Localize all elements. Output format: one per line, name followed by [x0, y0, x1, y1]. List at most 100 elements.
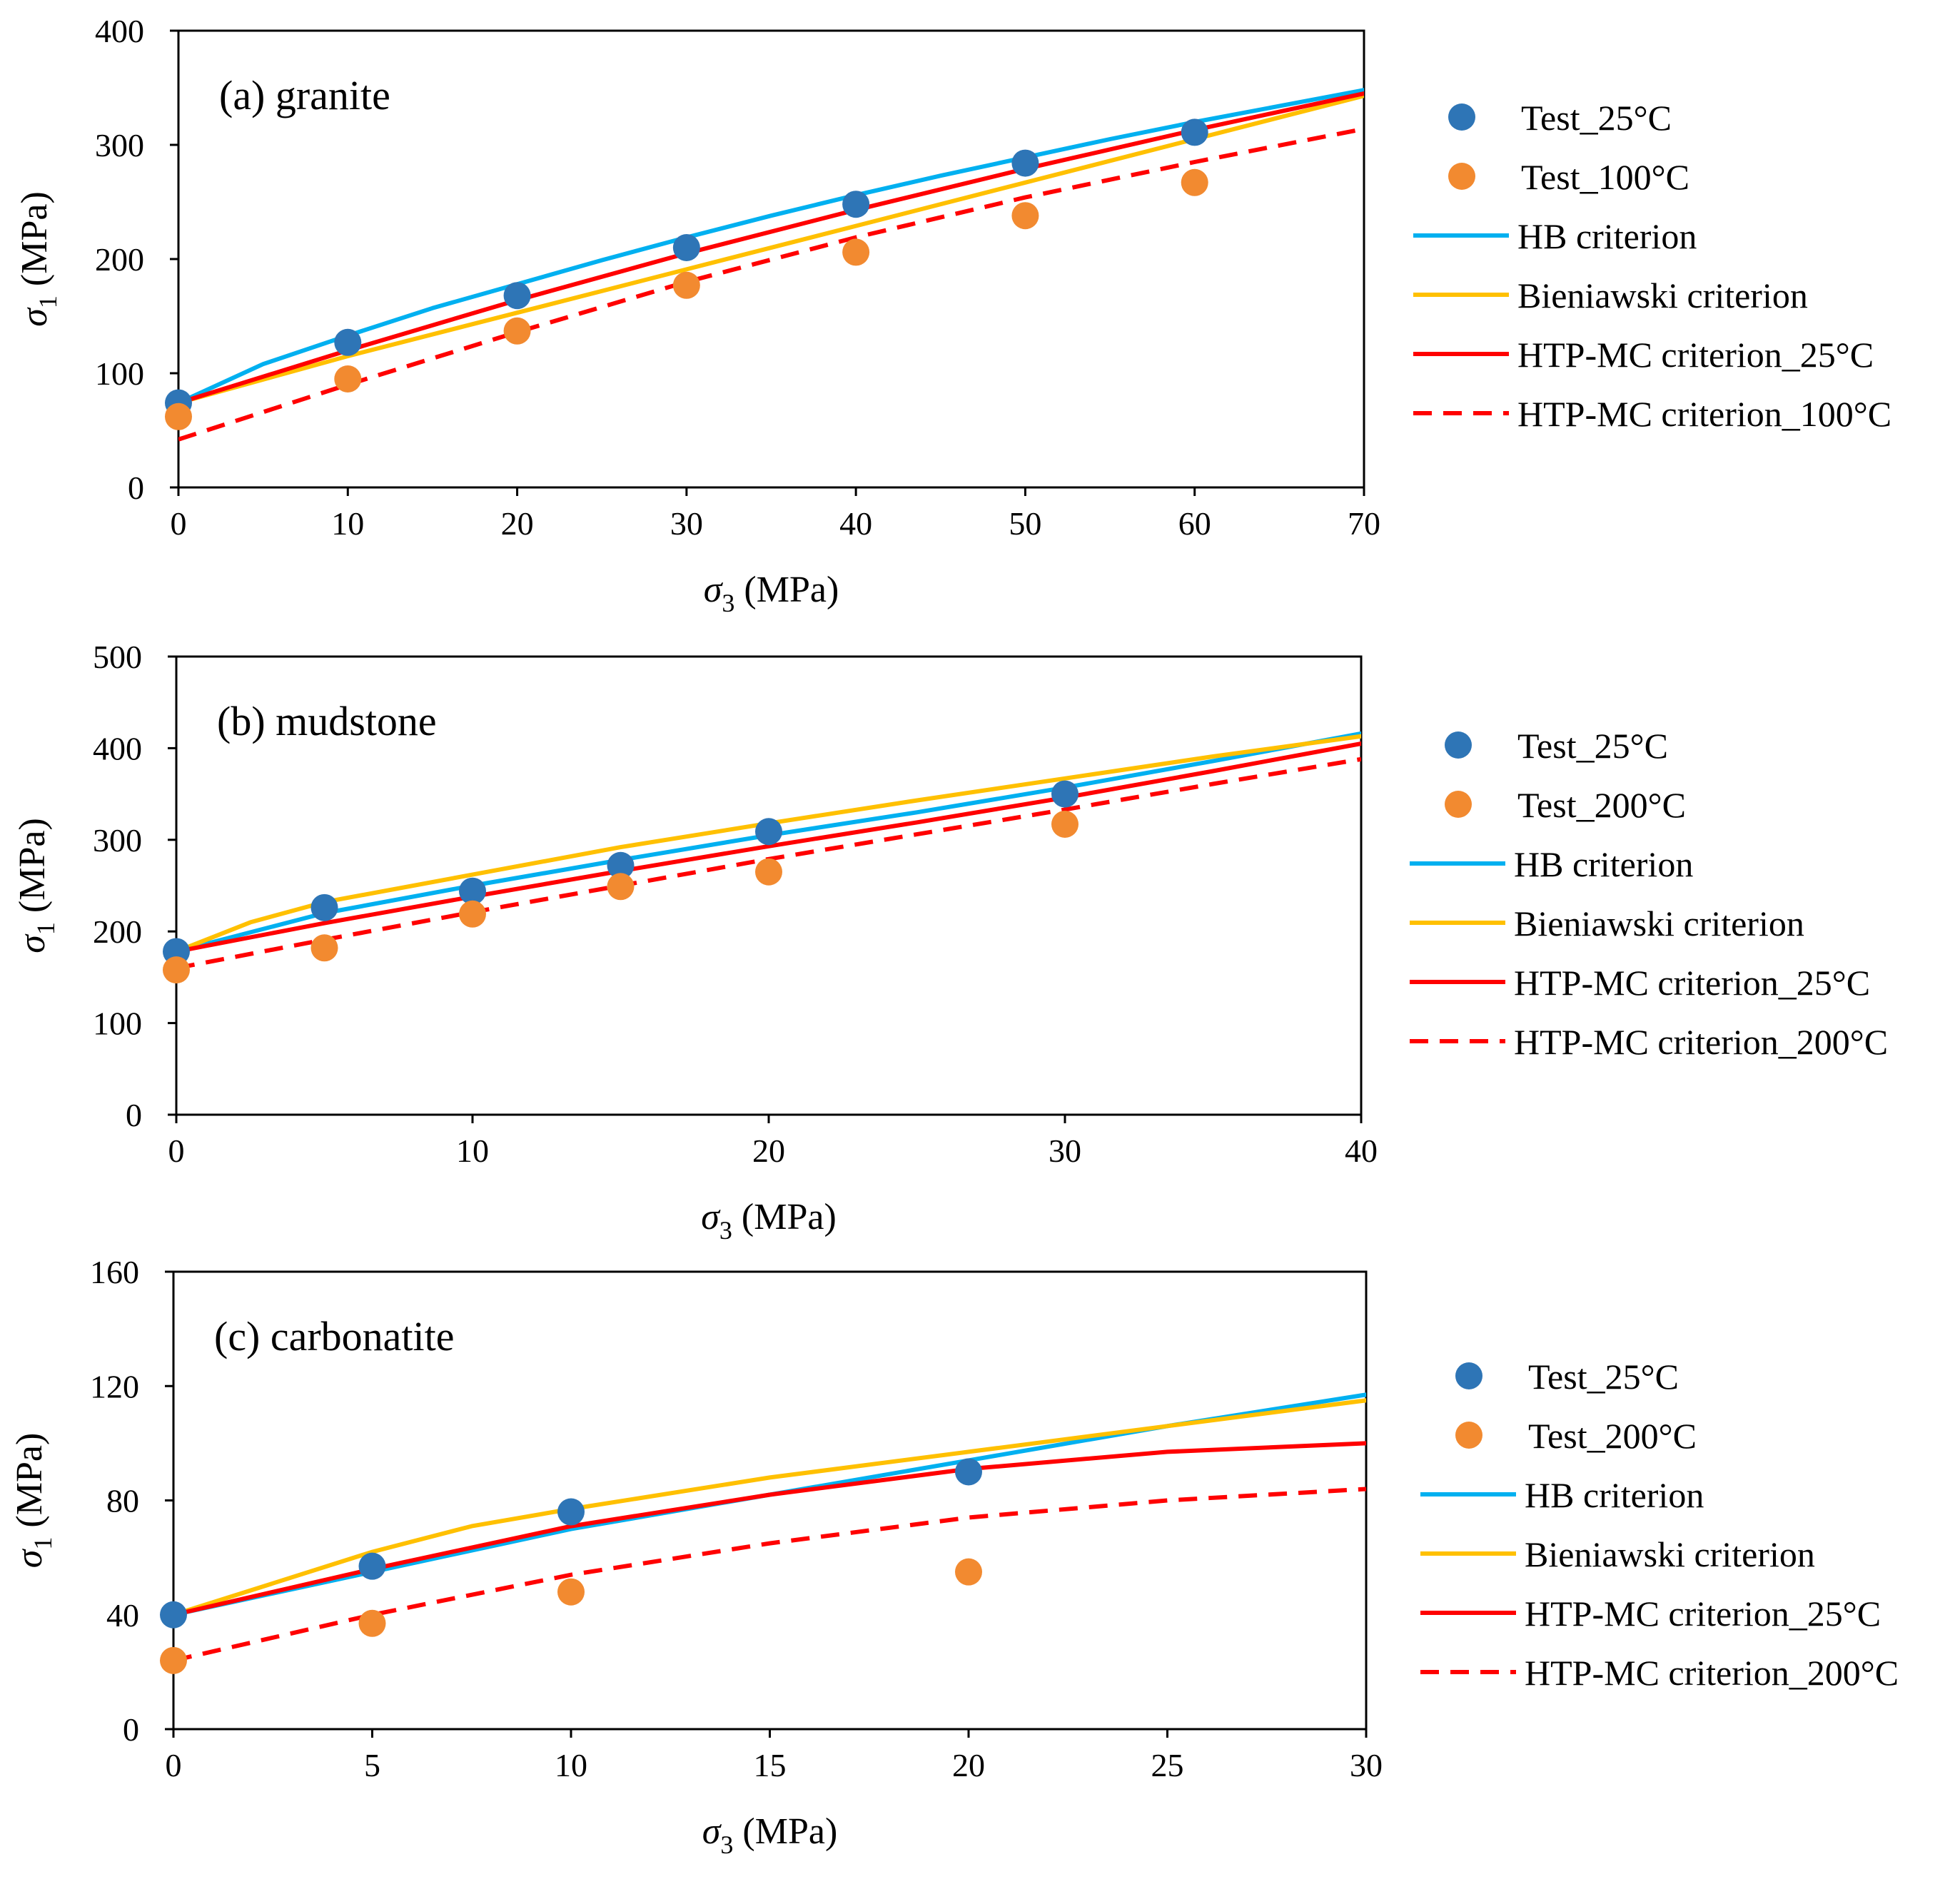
series-line-bieniawski: [173, 1398, 1366, 1617]
legend-marker: [1455, 1422, 1482, 1449]
legend-label: HB criterion: [1514, 844, 1693, 884]
x-axis-title: σ3 (MPa): [704, 569, 839, 617]
y-axis-unit: (MPa): [12, 818, 53, 922]
y-tick-label: 80: [106, 1483, 139, 1519]
data-point-test-hot: [459, 900, 486, 928]
legend-marker: [1445, 731, 1472, 759]
x-tick-label: 10: [331, 505, 364, 542]
data-point-test-25: [160, 1601, 187, 1629]
x-tick-label: 10: [456, 1133, 489, 1169]
data-point-test-25: [672, 234, 700, 261]
data-point-test-25: [607, 851, 635, 879]
data-point-test-hot: [755, 858, 782, 886]
y-tick-label: 0: [123, 1711, 139, 1748]
legend-label: Test_100°C: [1521, 157, 1689, 197]
x-tick-label: 40: [839, 505, 872, 542]
series-line-bieniawski: [176, 734, 1361, 954]
y-axis-subscript: 1: [29, 1537, 57, 1550]
legend-label: Test_25°C: [1528, 1357, 1679, 1397]
x-tick-label: 10: [555, 1747, 587, 1783]
series-line-htpmc_25: [173, 1441, 1366, 1617]
x-tick-label: 0: [171, 505, 187, 542]
panel-title: (a) granite: [219, 72, 390, 118]
data-point-test-hot: [163, 956, 190, 984]
data-point-test-25: [842, 191, 870, 218]
data-point-test-hot: [842, 238, 870, 266]
x-tick-label: 30: [1049, 1133, 1081, 1169]
legend-label: Test_25°C: [1521, 98, 1672, 138]
x-tick-label: 15: [754, 1747, 787, 1783]
data-point-test-hot: [1011, 202, 1039, 230]
x-tick-label: 5: [364, 1747, 380, 1783]
data-point-test-25: [755, 818, 782, 846]
panel-title: (c) carbonatite: [214, 1313, 455, 1359]
data-point-test-hot: [358, 1609, 386, 1637]
y-tick-label: 200: [95, 241, 144, 278]
y-tick-label: 40: [106, 1597, 139, 1634]
x-tick-label: 20: [501, 505, 534, 542]
x-axis-subscript: 3: [722, 589, 734, 617]
y-tick-label: 500: [93, 639, 142, 675]
legend-marker: [1448, 103, 1475, 131]
legend-label: HTP-MC criterion_200°C: [1514, 1022, 1888, 1062]
series-line-htpmc_hot: [178, 126, 1364, 442]
data-point-test-hot: [672, 271, 700, 299]
y-tick-label: 0: [128, 470, 144, 506]
x-tick-label: 60: [1178, 505, 1211, 542]
x-tick-label: 0: [166, 1747, 182, 1783]
data-point-test-hot: [503, 317, 531, 345]
series-line-htpmc_25: [178, 91, 1364, 405]
data-point-test-25: [1051, 780, 1078, 808]
y-axis-symbol: σ: [14, 307, 55, 327]
x-axis-symbol: σ: [704, 569, 724, 610]
y-tick-label: 300: [95, 127, 144, 163]
panel-title: (b) mudstone: [217, 698, 437, 744]
y-axis-unit: (MPa): [14, 191, 55, 295]
data-point-test-25: [334, 328, 362, 356]
legend-label: Bieniawski criterion: [1514, 903, 1804, 943]
y-tick-label: 160: [90, 1254, 139, 1290]
x-axis-title: σ3 (MPa): [701, 1197, 837, 1245]
x-axis-symbol: σ: [702, 1811, 722, 1852]
x-tick-label: 20: [952, 1747, 985, 1783]
x-axis-symbol: σ: [701, 1197, 721, 1237]
legend-label: HTP-MC criterion_25°C: [1525, 1594, 1881, 1634]
legend-label: Bieniawski criterion: [1517, 275, 1808, 315]
y-tick-label: 400: [95, 13, 144, 49]
legend-marker: [1445, 791, 1472, 818]
y-axis-title: σ1 (MPa): [12, 818, 60, 953]
x-tick-label: 20: [752, 1133, 785, 1169]
y-tick-label: 300: [93, 822, 142, 859]
series-line-htpmc_25: [176, 741, 1361, 954]
series-line-htpmc_hot: [173, 1487, 1366, 1663]
data-point-test-25: [310, 893, 338, 921]
data-point-test-25: [557, 1498, 585, 1526]
data-point-test-hot: [165, 402, 192, 430]
data-point-test-25: [358, 1552, 386, 1580]
x-axis-subscript: 3: [720, 1830, 733, 1859]
data-point-test-hot: [1181, 168, 1208, 196]
x-tick-label: 0: [168, 1133, 185, 1169]
y-axis-title: σ1 (MPa): [14, 191, 62, 327]
y-tick-label: 120: [90, 1368, 139, 1404]
y-tick-label: 100: [93, 1006, 142, 1042]
y-tick-label: 100: [95, 355, 144, 392]
legend-marker: [1448, 163, 1475, 190]
data-point-test-hot: [334, 365, 362, 392]
legend-label: Test_25°C: [1517, 726, 1668, 766]
legend-label: HTP-MC criterion_25°C: [1517, 335, 1874, 375]
y-axis-subscript: 1: [34, 295, 62, 308]
y-axis-unit: (MPa): [9, 1433, 50, 1537]
data-point-test-25: [1011, 149, 1039, 177]
x-axis-subscript: 3: [719, 1216, 732, 1245]
data-point-test-25: [1181, 118, 1208, 146]
legend-label: Test_200°C: [1517, 785, 1686, 825]
data-point-test-hot: [1051, 810, 1078, 838]
y-axis-subscript: 1: [31, 922, 60, 935]
x-tick-label: 30: [670, 505, 703, 542]
series-line-hb: [173, 1392, 1366, 1617]
